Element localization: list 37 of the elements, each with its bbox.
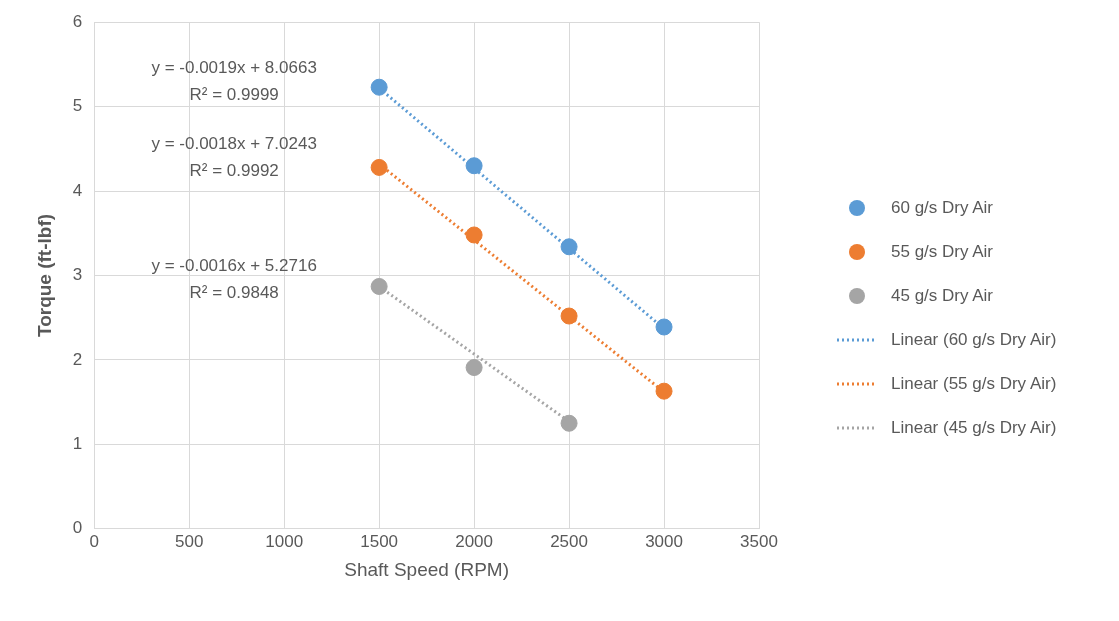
point xyxy=(370,78,388,96)
legend-label: Linear (60 g/s Dry Air) xyxy=(891,330,1057,350)
y-tick-label: 2 xyxy=(72,349,83,369)
annotation: y = -0.0018x + 7.0243 R² = 0.9992 xyxy=(151,133,317,180)
x-tick-label: 2500 xyxy=(550,531,588,551)
point xyxy=(560,414,578,432)
x-tick-label: 1500 xyxy=(360,531,399,551)
point xyxy=(655,318,673,336)
point xyxy=(465,157,483,175)
y-axis-title: Torque (ft-lbf) xyxy=(33,213,55,338)
point xyxy=(370,158,388,176)
x-tick-label: 1000 xyxy=(265,531,304,551)
y-tick-label: 3 xyxy=(72,265,83,285)
point xyxy=(465,359,483,377)
x-tick-label: 2000 xyxy=(455,531,494,551)
legend-label: 60 g/s Dry Air xyxy=(891,198,994,218)
x-tick-label: 0 xyxy=(89,531,99,551)
y-tick-label: 0 xyxy=(72,518,83,538)
y-tick-label: 5 xyxy=(72,96,83,116)
x-tick-label: 3000 xyxy=(645,531,683,551)
x-tick-label: 500 xyxy=(175,531,204,551)
legend-label: Linear (55 g/s Dry Air) xyxy=(891,374,1057,394)
x-tick-label: 3500 xyxy=(740,531,778,551)
annotation: y = -0.0016x + 5.2716 R² = 0.9848 xyxy=(151,256,317,303)
point xyxy=(560,238,578,256)
y-tick-label: 6 xyxy=(72,11,83,31)
y-tick-label: 4 xyxy=(72,180,83,200)
y-tick-label: 1 xyxy=(72,434,83,454)
point xyxy=(465,226,483,244)
legend-label: 45 g/s Dry Air xyxy=(891,286,994,306)
point xyxy=(370,277,388,295)
legend-label: 55 g/s Dry Air xyxy=(891,242,994,262)
point xyxy=(560,307,578,325)
point xyxy=(655,382,673,400)
x-axis-title: Shaft Speed (RPM) xyxy=(344,558,509,580)
annotation: y = -0.0019x + 8.0663 R² = 0.9999 xyxy=(151,57,317,104)
legend-label: Linear (45 g/s Dry Air) xyxy=(891,418,1057,438)
